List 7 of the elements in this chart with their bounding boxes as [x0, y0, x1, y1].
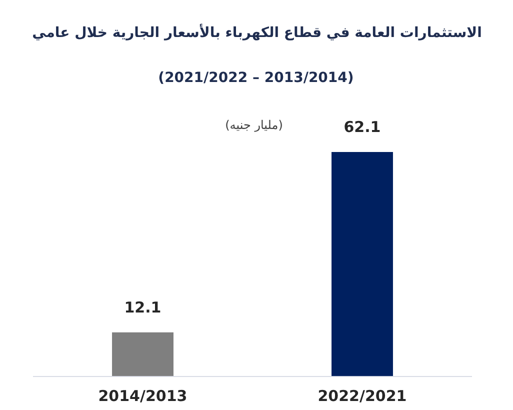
text: (مليار جنيه) [225, 118, 283, 132]
data-label: 62.1 [344, 118, 381, 136]
x-tick-label: 2022/2021 [318, 387, 407, 405]
chart-title: الاستثمارات العامة في قطاع الكهرباء بالأسعار الجارية خلال عامي [32, 23, 482, 41]
x-tick-label: 2014/2013 [98, 387, 188, 405]
data-label: 12.1 [124, 298, 162, 316]
chart-subtitle: (2021/2022 – 2013/2014) [158, 70, 354, 86]
